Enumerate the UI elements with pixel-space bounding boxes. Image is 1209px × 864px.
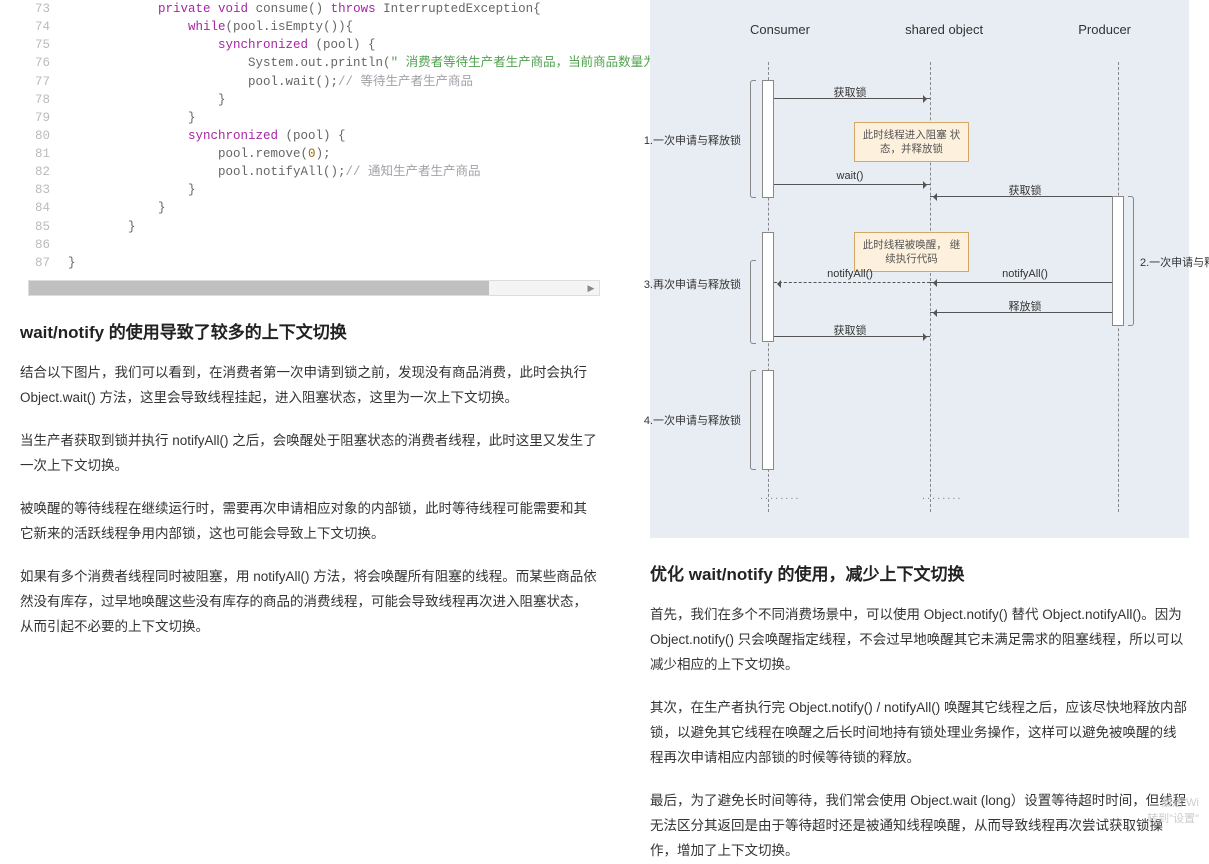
left-heading: wait/notify 的使用导致了较多的上下文切换 <box>20 318 600 343</box>
arrow-wait <box>774 184 930 185</box>
arrow-label-notifyall-back: notifyAll() <box>827 268 873 280</box>
activation-consumer-1 <box>762 80 774 198</box>
side-label-4: 4.一次申请与释放锁 <box>644 412 741 428</box>
note-blocked: 此时线程进入阻塞 状态，并释放锁 <box>854 122 969 162</box>
horizontal-scrollbar[interactable]: ▶ <box>28 280 600 296</box>
arrow-notifyall-p <box>930 282 1112 283</box>
side-label-3: 3.再次申请与释放锁 <box>644 276 741 292</box>
scroll-thumb[interactable] <box>29 281 489 295</box>
arrow-notifyall-back <box>774 282 930 283</box>
activation-consumer-4 <box>762 370 774 470</box>
arrow-label-acquire-3: 获取锁 <box>834 322 867 338</box>
bracket-2 <box>1128 196 1134 326</box>
side-label-2: 2.一次申请与释放锁 <box>1140 254 1209 270</box>
activation-producer <box>1112 196 1124 326</box>
right-heading: 优化 wait/notify 的使用，减少上下文切换 <box>650 560 1189 585</box>
dots-1: ........ <box>760 490 800 502</box>
right-paragraph-2: 其次，在生产者执行完 Object.notify() / notifyAll()… <box>650 696 1189 771</box>
left-paragraph-3: 被唤醒的等待线程在继续运行时，需要再次申请相应对象的内部锁，此时等待线程可能需要… <box>20 497 600 547</box>
sequence-diagram: Consumer shared object Producer 获取锁 此时线程… <box>650 0 1189 538</box>
left-paragraph-2: 当生产者获取到锁并执行 notifyAll() 之后，会唤醒处于阻塞状态的消费者… <box>20 429 600 479</box>
right-paragraph-3: 最后，为了避免长时间等待，我们常会使用 Object.wait (long）设置… <box>650 789 1189 864</box>
arrow-label-release-p: 释放锁 <box>1009 298 1042 314</box>
bracket-4 <box>750 370 756 470</box>
left-paragraph-1: 结合以下图片，我们可以看到，在消费者第一次申请到锁之前，发现没有商品消费，此时会… <box>20 361 600 411</box>
bracket-3 <box>750 260 756 344</box>
arrow-label-acquire-p: 获取锁 <box>1009 182 1042 198</box>
arrow-label-acquire-1: 获取锁 <box>834 84 867 100</box>
bracket-1 <box>750 80 756 198</box>
arrow-label-notifyall-p: notifyAll() <box>1002 268 1048 280</box>
right-paragraph-1: 首先，我们在多个不同消费场景中，可以使用 Object.notify() 替代 … <box>650 603 1189 678</box>
diagram-header-consumer: Consumer <box>750 22 810 37</box>
diagram-header-producer: Producer <box>1078 22 1131 37</box>
side-label-1: 1.一次申请与释放锁 <box>644 132 741 148</box>
arrow-label-wait: wait() <box>837 170 864 182</box>
code-block: 73 private void consume() throws Interru… <box>20 0 600 272</box>
scroll-arrow-right[interactable]: ▶ <box>584 281 598 295</box>
dots-2: ........ <box>922 490 962 502</box>
windows-watermark: 激活 Wi 转到"设置" <box>1147 796 1199 827</box>
note-woken: 此时线程被唤醒， 继续执行代码 <box>854 232 969 272</box>
diagram-header-shared: shared object <box>905 22 983 37</box>
left-paragraph-4: 如果有多个消费者线程同时被阻塞，用 notifyAll() 方法，将会唤醒所有阻… <box>20 565 600 640</box>
